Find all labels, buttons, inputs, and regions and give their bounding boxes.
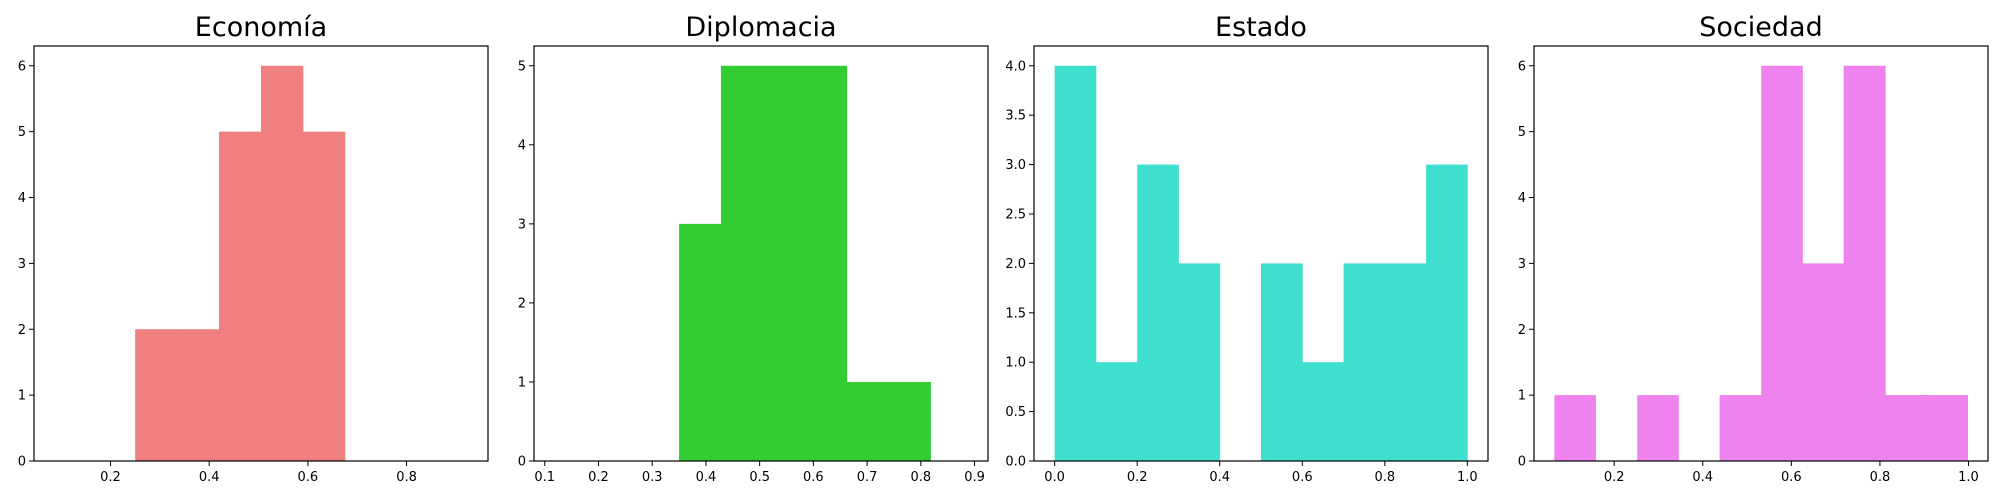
y-tick-label: 5 [18,125,26,140]
histogram-bar [720,65,764,461]
x-tick-label: 0.1 [534,470,555,485]
histogram-bar [1137,164,1179,462]
x-tick-label: 0.4 [1209,470,1230,485]
x-tick-label: 0.6 [1292,470,1313,485]
y-tick-label: 0 [1518,455,1526,470]
histogram-bar [1637,395,1679,461]
y-tick-label: 2.0 [1005,257,1026,272]
histogram-bar [679,223,722,461]
x-tick-label: 0.2 [1604,470,1625,485]
y-tick-label: 2 [1518,323,1526,338]
x-tick-label: 0.2 [588,470,609,485]
y-tick-label: 4 [18,191,26,206]
histogram-bar [1554,395,1596,461]
x-tick-label: 0.4 [696,470,717,485]
y-tick-label: 1.5 [1005,306,1026,321]
x-tick-label: 0.2 [1127,470,1148,485]
y-tick-label: 3.0 [1005,158,1026,173]
chart-title: Estado [1215,12,1307,43]
chart-title: Diplomacia [685,12,836,43]
histogram-bar [1095,362,1138,461]
y-tick-label: 1 [1518,389,1526,404]
x-tick-label: 0.2 [100,470,121,485]
panel-sociedad: Sociedad 0.2 0.4 0.6 0.8 1.0 0 1 2 3 4 5 6 [1518,12,1989,485]
x-tick-label: 1.0 [1457,470,1478,485]
y-tick-label: 2 [18,323,26,338]
x-tick-label: 0.8 [1870,470,1891,485]
histogram-bar [1885,395,1927,461]
histogram-bar [219,131,262,461]
y-tick-label: 1 [18,389,26,404]
histogram-bar [762,65,806,461]
y-tick-label: 0.5 [1005,405,1026,420]
x-tick-label: 0.5 [749,470,770,485]
y-tick-label: 3 [518,217,526,232]
x-tick-label: 0.4 [199,470,220,485]
x-tick-label: 0.9 [964,470,985,485]
histogram-bar [1926,395,1969,461]
y-tick-label: 4 [1518,191,1526,206]
y-tick-label: 1 [518,375,526,390]
axes-frame [533,45,989,462]
x-tick-label: 0.6 [803,470,824,485]
y-tick-label: 6 [18,59,26,74]
panel-estado: Estado 0.0 0.2 0.4 0.6 0.8 1.0 0.0 0.5 1.0 1.5 2.0 2… [1005,12,1489,485]
y-tick-label: 3 [1518,257,1526,272]
x-tick-label: 0.7 [857,470,878,485]
histogram-bar [1761,65,1803,461]
histogram-bar [1719,395,1762,461]
histogram-bar [1302,362,1344,461]
y-tick-label: 6 [1518,59,1526,74]
y-tick-label: 0 [518,455,526,470]
y-tick-label: 3 [18,257,26,272]
y-tick-label: 5 [518,59,526,74]
histogram-bar [1426,164,1468,462]
histogram-bar [1802,263,1845,461]
x-tick-label: 0.3 [642,470,663,485]
y-tick-label: 2 [518,296,526,311]
x-tick-label: 1.0 [1958,470,1979,485]
axes-frame [33,45,489,462]
histogram-bar [1178,263,1221,461]
y-tick-label: 4.0 [1005,59,1026,74]
y-tick-label: 0 [18,455,26,470]
histogram-bar [888,381,931,461]
histogram-bar [1054,65,1097,461]
x-tick-label: 0.6 [1781,470,1802,485]
x-tick-label: 0.8 [1374,470,1395,485]
y-tick-label: 3.5 [1005,109,1026,124]
histogram-bar [261,65,304,461]
histogram-bar [135,329,178,461]
y-tick-label: 2.5 [1005,207,1026,222]
panel-diplomacia: Diplomacia 0.1 0.2 0.3 0.4 0.5 0.6 0.7 0.8 0.9 0 1 2… [518,12,989,485]
x-tick-label: 0.8 [396,470,417,485]
x-tick-label: 0.6 [298,470,319,485]
histogram-bar [302,131,346,461]
y-tick-label: 5 [1518,125,1526,140]
histogram-bar [1343,263,1386,461]
histogram-bar [846,381,890,461]
histogram-bar [1843,65,1886,461]
x-tick-label: 0.8 [910,470,931,485]
histogram-bar [1261,263,1303,461]
panel-economia: Economía 0.2 0.4 0.6 0.8 0 1 2 3 4 5 6 [18,12,489,485]
histogram-bar [1384,263,1427,461]
chart-title: Sociedad [1699,12,1822,43]
y-tick-label: 4 [518,138,526,153]
x-tick-label: 0.0 [1044,470,1065,485]
axes-frame [1033,45,1489,462]
x-tick-label: 0.4 [1692,470,1713,485]
y-tick-label: 1.0 [1005,356,1026,371]
y-tick-label: 0.0 [1005,455,1026,470]
histogram-bar [177,329,220,461]
histogram-bar [804,65,848,461]
axes-frame [1533,45,1989,462]
chart-title: Economía [195,12,327,43]
